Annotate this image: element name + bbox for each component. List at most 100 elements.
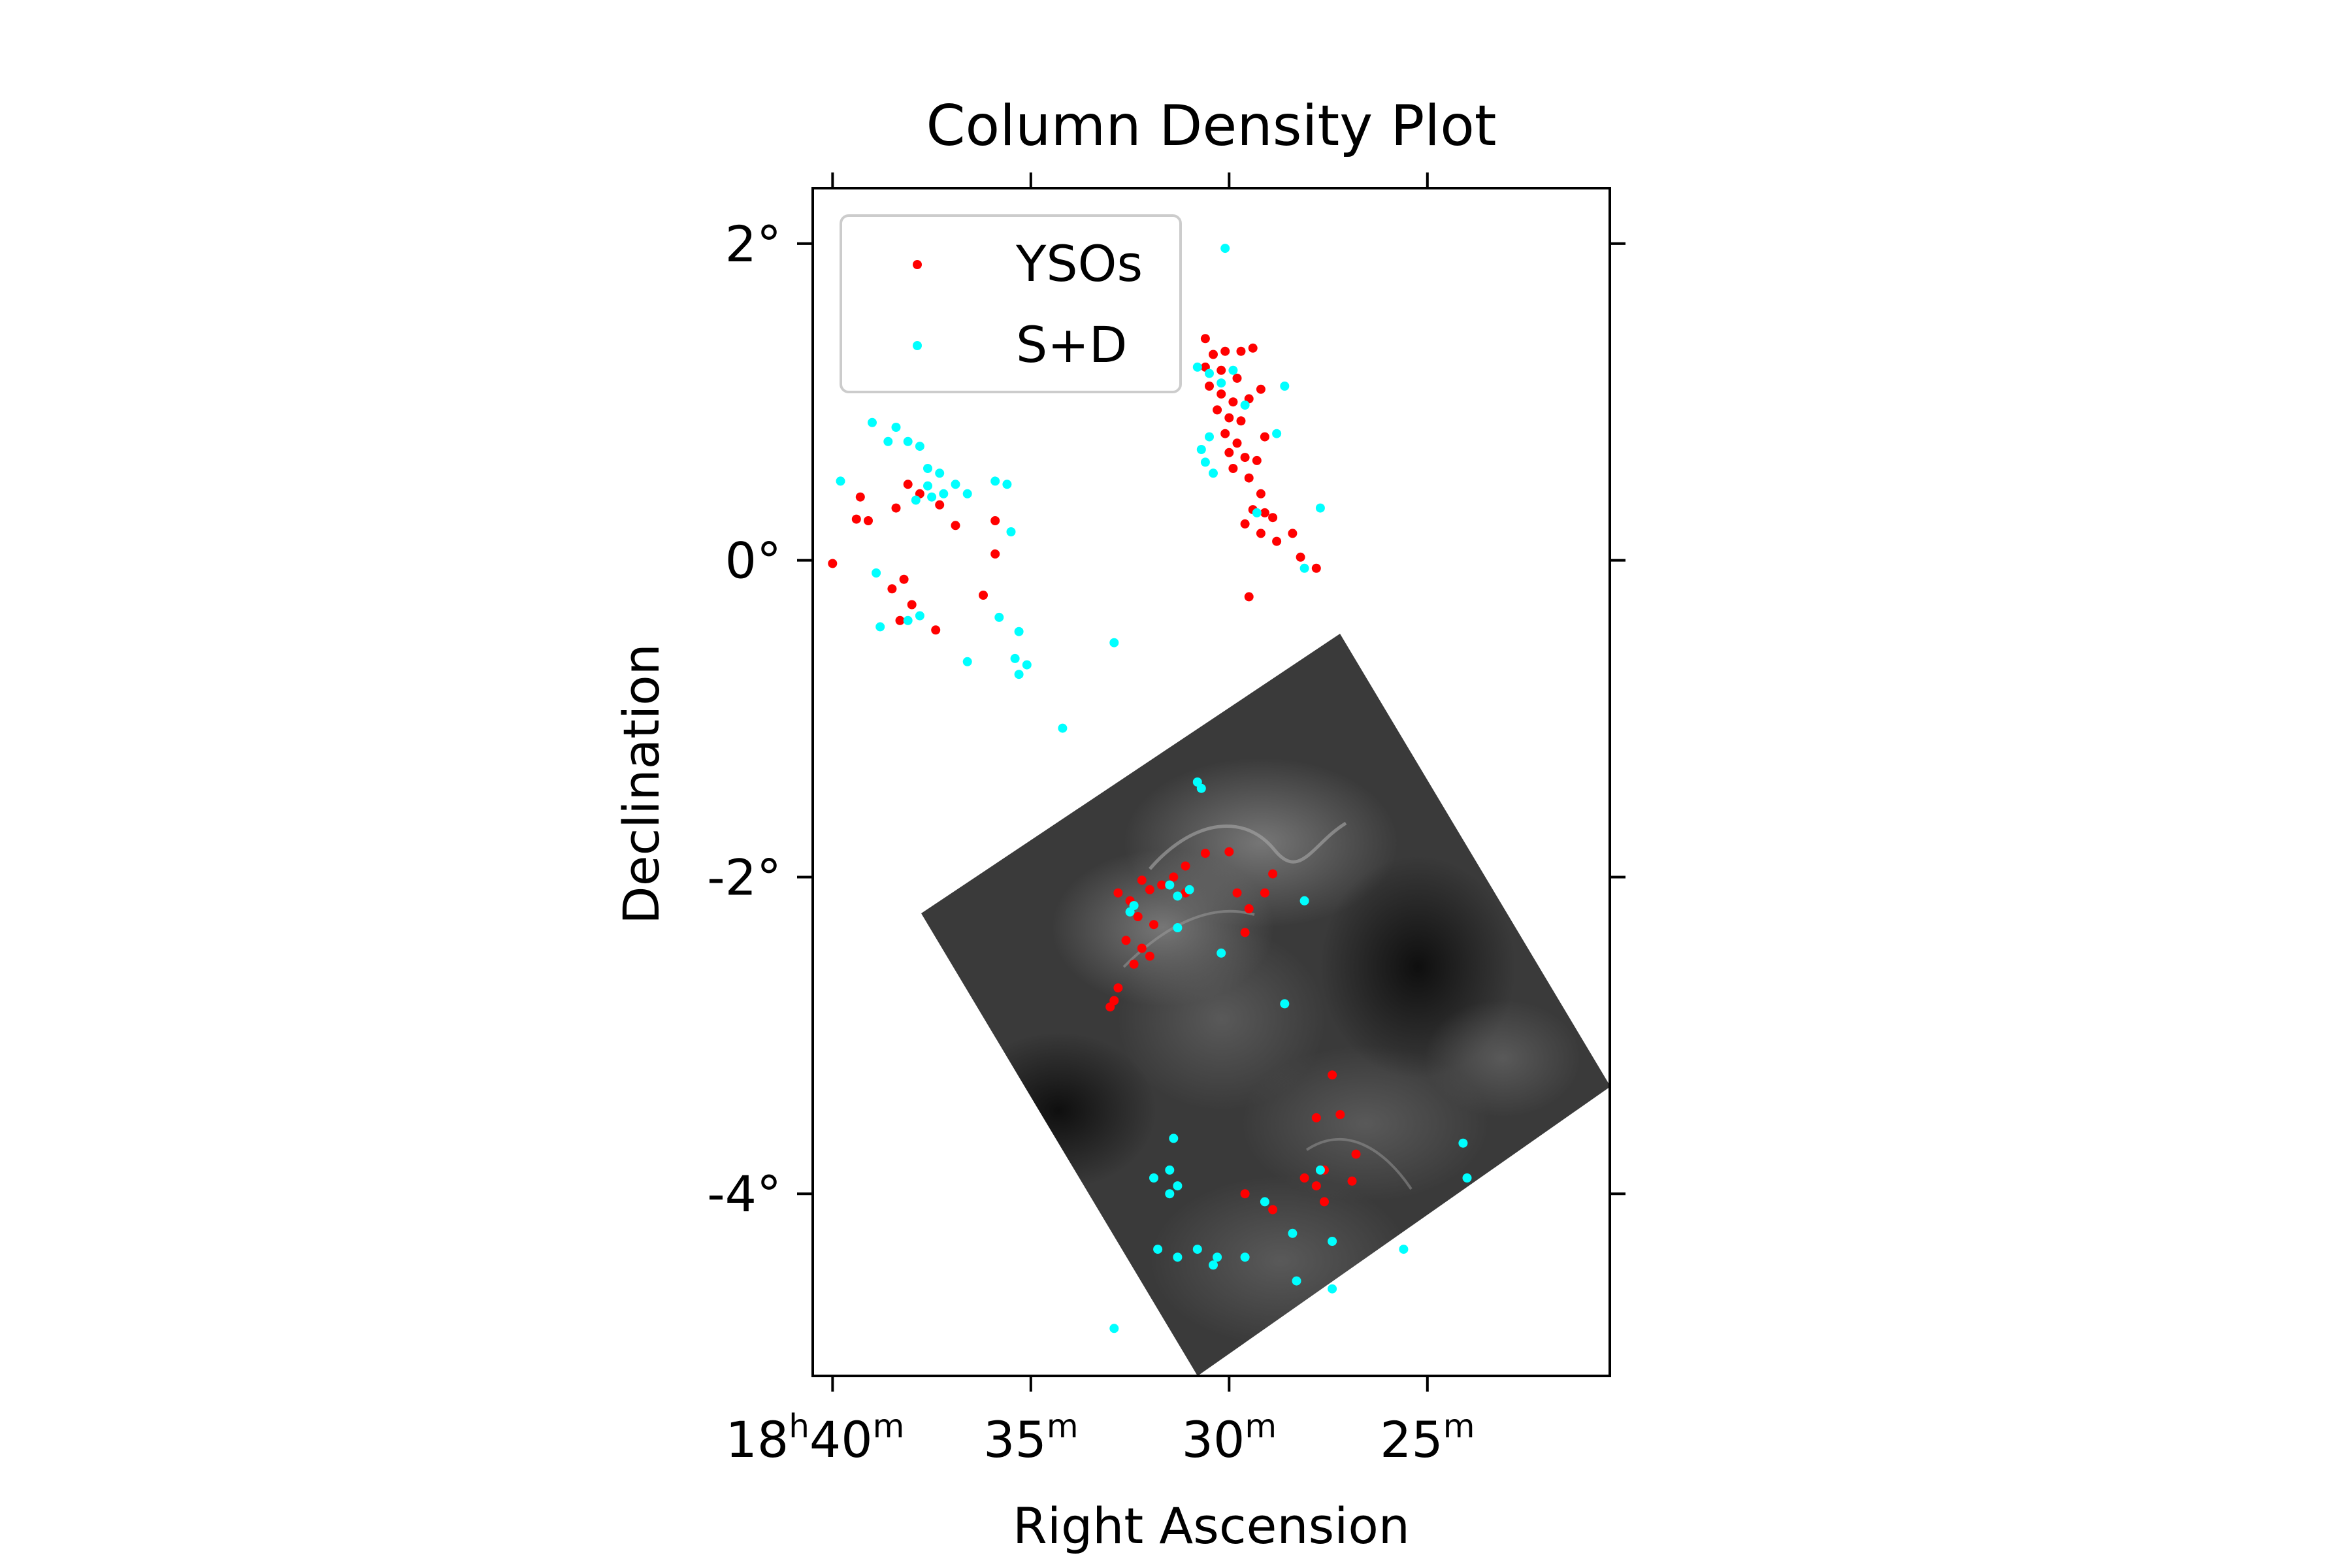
yso-point [1268,1205,1278,1215]
y-tick-label: -2° [707,848,781,906]
legend-label-sd: S+D [1016,316,1127,374]
sd-point [1014,670,1024,679]
sd-point [1149,1173,1158,1183]
sd-point [1217,948,1226,958]
sd-point [1280,999,1290,1009]
yso-point [990,516,1000,525]
yso-point [979,591,988,600]
sd-point [1209,468,1218,478]
yso-point [1296,552,1305,562]
yso-point [1252,455,1262,465]
sd-point [939,489,949,498]
sd-point [915,611,924,621]
yso-point [1224,847,1234,857]
yso-point [887,584,897,594]
legend-label-ysos: YSOs [1015,235,1143,293]
sd-point [1240,1252,1250,1262]
sd-point [903,615,913,625]
sd-point [1192,1245,1202,1254]
y-axis-label: Declination [612,644,670,924]
yso-point [1145,951,1154,961]
yso-point [1288,529,1298,538]
yso-point [1105,1002,1115,1012]
sd-point [1173,1181,1183,1191]
yso-point [1248,343,1258,353]
sd-point [1288,1228,1298,1238]
yso-point [1129,959,1139,969]
sd-point [1002,480,1012,489]
sd-point [1192,362,1202,372]
yso-point [1244,904,1254,913]
yso-point [1213,405,1222,415]
sd-point [1200,457,1210,467]
yso-point [1224,448,1234,457]
yso-point [1260,888,1269,898]
sd-point [1022,660,1032,670]
sd-point [1205,432,1214,442]
sd-point [1292,1276,1301,1286]
x-tick-label: 35m [983,1407,1078,1469]
sd-point [962,489,972,498]
yso-point [907,600,917,610]
sd-point [1169,1134,1179,1143]
yso-point [1311,1113,1321,1122]
sd-point [935,468,945,478]
yso-point [864,516,873,525]
sd-point [875,622,885,632]
sd-point [1165,880,1175,890]
sd-point [1109,1324,1119,1333]
sd-point [1252,508,1262,517]
yso-point [1200,849,1210,858]
yso-point [1137,875,1147,885]
series-sd [836,244,1472,1333]
yso-point [1220,346,1230,356]
yso-point [1299,1173,1309,1183]
y-tick-label: -4° [707,1165,781,1223]
sd-point [1173,923,1183,932]
legend-marker-ysos [913,260,922,269]
yso-point [1149,920,1158,930]
sd-point [990,476,1000,486]
yso-point [891,503,901,513]
sd-point [1280,382,1290,391]
sd-point [962,657,972,666]
sd-point [891,423,901,432]
chart-title: Column Density Plot [926,93,1496,159]
yso-point [1335,1110,1345,1119]
yso-point [1240,1189,1250,1199]
yso-point [1311,563,1321,573]
yso-point [1209,350,1218,359]
sd-point [1217,378,1226,388]
x-axis-label: Right Ascension [1013,1497,1410,1555]
plot-frame [811,187,1611,1377]
sd-point [1260,1197,1269,1207]
yso-point [1256,489,1266,498]
yso-point [1272,536,1282,546]
sd-point [1299,563,1309,573]
sd-point [868,417,877,427]
y-axis-ticks: 2° 0° -2° -4° [707,215,1625,1223]
sd-point [872,568,881,578]
sd-point [1228,365,1238,375]
yso-point [1133,912,1143,921]
yso-point [935,500,945,510]
yso-point [855,492,865,502]
yso-point [1268,869,1278,879]
yso-point [1217,365,1226,375]
yso-point [1113,983,1123,993]
sd-point [1165,1189,1175,1199]
yso-point [1260,508,1269,517]
sd-point [1458,1138,1468,1148]
sd-point [836,476,845,486]
legend: YSOs S+D [840,214,1182,393]
legend-box [840,214,1182,393]
yso-point [931,625,941,635]
yso-point [1236,346,1246,356]
yso-point [851,514,861,524]
sd-point [923,464,932,473]
yso-point [1121,936,1131,945]
yso-point [1220,429,1230,438]
yso-point [1244,592,1254,602]
sd-point [1196,783,1206,793]
